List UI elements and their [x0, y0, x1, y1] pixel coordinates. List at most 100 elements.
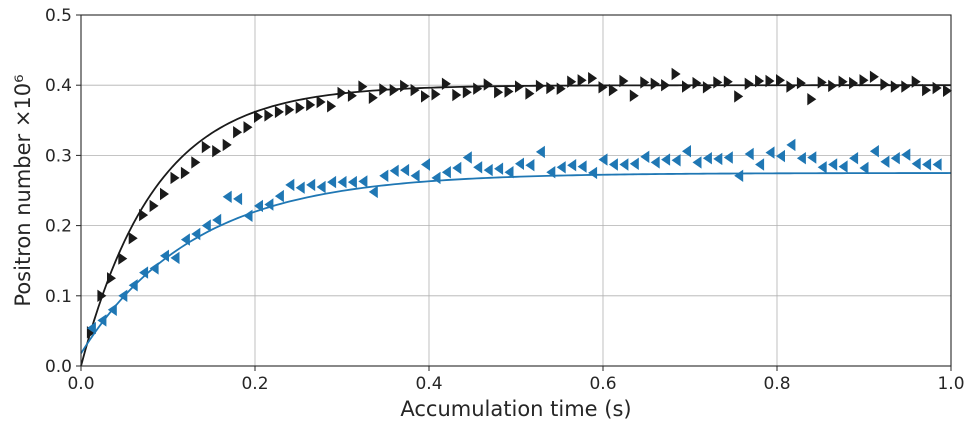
data-point	[849, 152, 859, 165]
data-point	[139, 208, 149, 222]
data-point	[97, 289, 107, 302]
data-point	[880, 78, 890, 91]
data-point	[734, 169, 744, 182]
data-point	[880, 155, 890, 168]
data-point	[254, 110, 263, 123]
data-point	[807, 151, 817, 164]
data-point	[702, 81, 712, 94]
y-tick-label: 0.1	[45, 287, 72, 307]
data-point	[222, 190, 232, 203]
data-point	[577, 74, 587, 87]
data-point	[86, 321, 96, 335]
data-point	[149, 262, 159, 275]
data-point	[682, 80, 691, 93]
data-point	[483, 78, 493, 91]
data-point	[306, 98, 316, 112]
data-point	[671, 67, 681, 81]
data-point	[723, 151, 733, 164]
data-point	[546, 81, 556, 95]
data-point	[786, 80, 796, 93]
data-point	[650, 156, 660, 169]
data-point	[327, 175, 337, 189]
data-point	[441, 166, 451, 179]
data-point	[661, 79, 671, 92]
data-point	[515, 157, 524, 170]
data-point	[285, 178, 295, 192]
series-2	[80, 138, 952, 354]
data-point	[379, 169, 389, 182]
data-point	[368, 91, 378, 104]
data-point	[274, 189, 284, 203]
data-point	[170, 251, 180, 265]
data-point	[191, 156, 201, 169]
data-point	[410, 83, 420, 97]
data-point	[379, 83, 389, 96]
data-point	[254, 199, 263, 213]
data-point	[869, 70, 879, 83]
data-point	[118, 252, 128, 265]
data-point	[212, 145, 222, 158]
data-point	[515, 80, 524, 93]
data-point	[734, 90, 744, 103]
data-point	[650, 77, 660, 90]
x-tick-label: 0.8	[763, 374, 790, 394]
data-point	[859, 161, 869, 175]
data-point	[692, 156, 702, 169]
data-point	[640, 150, 650, 163]
data-point	[556, 161, 566, 174]
x-axis-label: Accumulation time (s)	[400, 397, 631, 421]
x-tick-label: 0.0	[67, 374, 94, 394]
data-point	[786, 138, 796, 152]
data-point	[160, 249, 169, 262]
data-point	[817, 76, 827, 89]
data-point	[807, 93, 817, 106]
data-point	[389, 83, 399, 97]
data-point	[473, 82, 483, 95]
data-point	[535, 79, 545, 93]
data-point	[911, 75, 921, 88]
data-point	[191, 227, 201, 241]
data-point	[588, 72, 598, 85]
data-point	[337, 86, 347, 100]
data-point	[264, 198, 274, 211]
data-point	[295, 181, 305, 194]
data-point	[588, 166, 598, 180]
data-point	[337, 175, 347, 189]
data-point	[608, 158, 618, 171]
plot-area	[80, 67, 952, 367]
data-point	[901, 148, 911, 161]
data-point	[776, 74, 785, 87]
data-point	[97, 314, 107, 327]
data-point	[567, 159, 577, 172]
y-tick-label: 0.2	[45, 217, 72, 237]
data-point	[525, 87, 535, 100]
data-point	[671, 154, 681, 167]
data-point	[640, 76, 650, 89]
data-point	[494, 86, 504, 99]
data-point	[107, 272, 116, 285]
data-point	[400, 79, 410, 93]
data-point	[890, 80, 900, 93]
data-point	[139, 266, 149, 279]
data-point	[316, 180, 326, 194]
data-point	[421, 90, 430, 103]
data-point	[180, 166, 190, 180]
x-tick-label: 0.2	[241, 374, 268, 394]
y-tick-label: 0.5	[45, 6, 72, 26]
data-point	[264, 109, 274, 122]
data-point	[577, 160, 587, 173]
data-point	[285, 103, 295, 116]
data-point	[358, 175, 368, 188]
data-point	[316, 95, 326, 109]
data-point	[431, 171, 441, 185]
x-tick-label: 0.4	[415, 374, 442, 394]
data-point	[755, 74, 765, 88]
data-point	[170, 171, 180, 185]
y-tick-label: 0.3	[45, 146, 72, 166]
data-point	[389, 164, 399, 177]
y-tick-label: 0.0	[45, 357, 72, 377]
data-point	[441, 77, 451, 90]
data-point	[504, 166, 514, 179]
data-point	[943, 84, 952, 97]
